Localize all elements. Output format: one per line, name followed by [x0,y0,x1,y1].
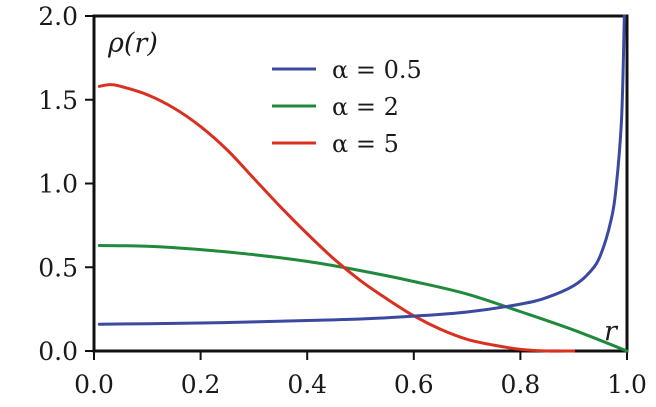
y-tick-label: 0.5 [38,253,78,282]
x-axis-label: r [604,316,619,347]
legend-label: α = 2 [332,93,399,121]
x-tick-label: 0.8 [501,370,541,399]
legend: α = 0.5 α = 2 α = 5 [272,56,422,158]
x-tick-label: 1.0 [607,370,647,399]
x-tick-label: 0.0 [74,370,114,399]
x-tick-label: 0.6 [394,370,434,399]
legend-label: α = 0.5 [332,56,422,84]
series-line-2 [97,83,576,353]
x-tick-label: 0.2 [181,370,221,399]
x-tick-label: 0.4 [287,370,327,399]
series-lines [97,14,629,353]
series-line-0 [97,14,626,326]
y-tick-label: 0.0 [38,337,78,366]
x-axis-ticks: 0.0 0.2 0.4 0.6 0.8 1.0 [74,351,647,399]
y-axis-label: ρ(r) [107,28,158,59]
y-tick-label: 1.5 [38,86,78,115]
legend-label: α = 5 [332,130,399,158]
series-line-1 [97,243,629,353]
y-tick-label: 2.0 [38,2,78,31]
y-tick-label: 1.0 [38,170,78,199]
y-axis-ticks: 0.0 0.5 1.0 1.5 2.0 [38,2,94,366]
